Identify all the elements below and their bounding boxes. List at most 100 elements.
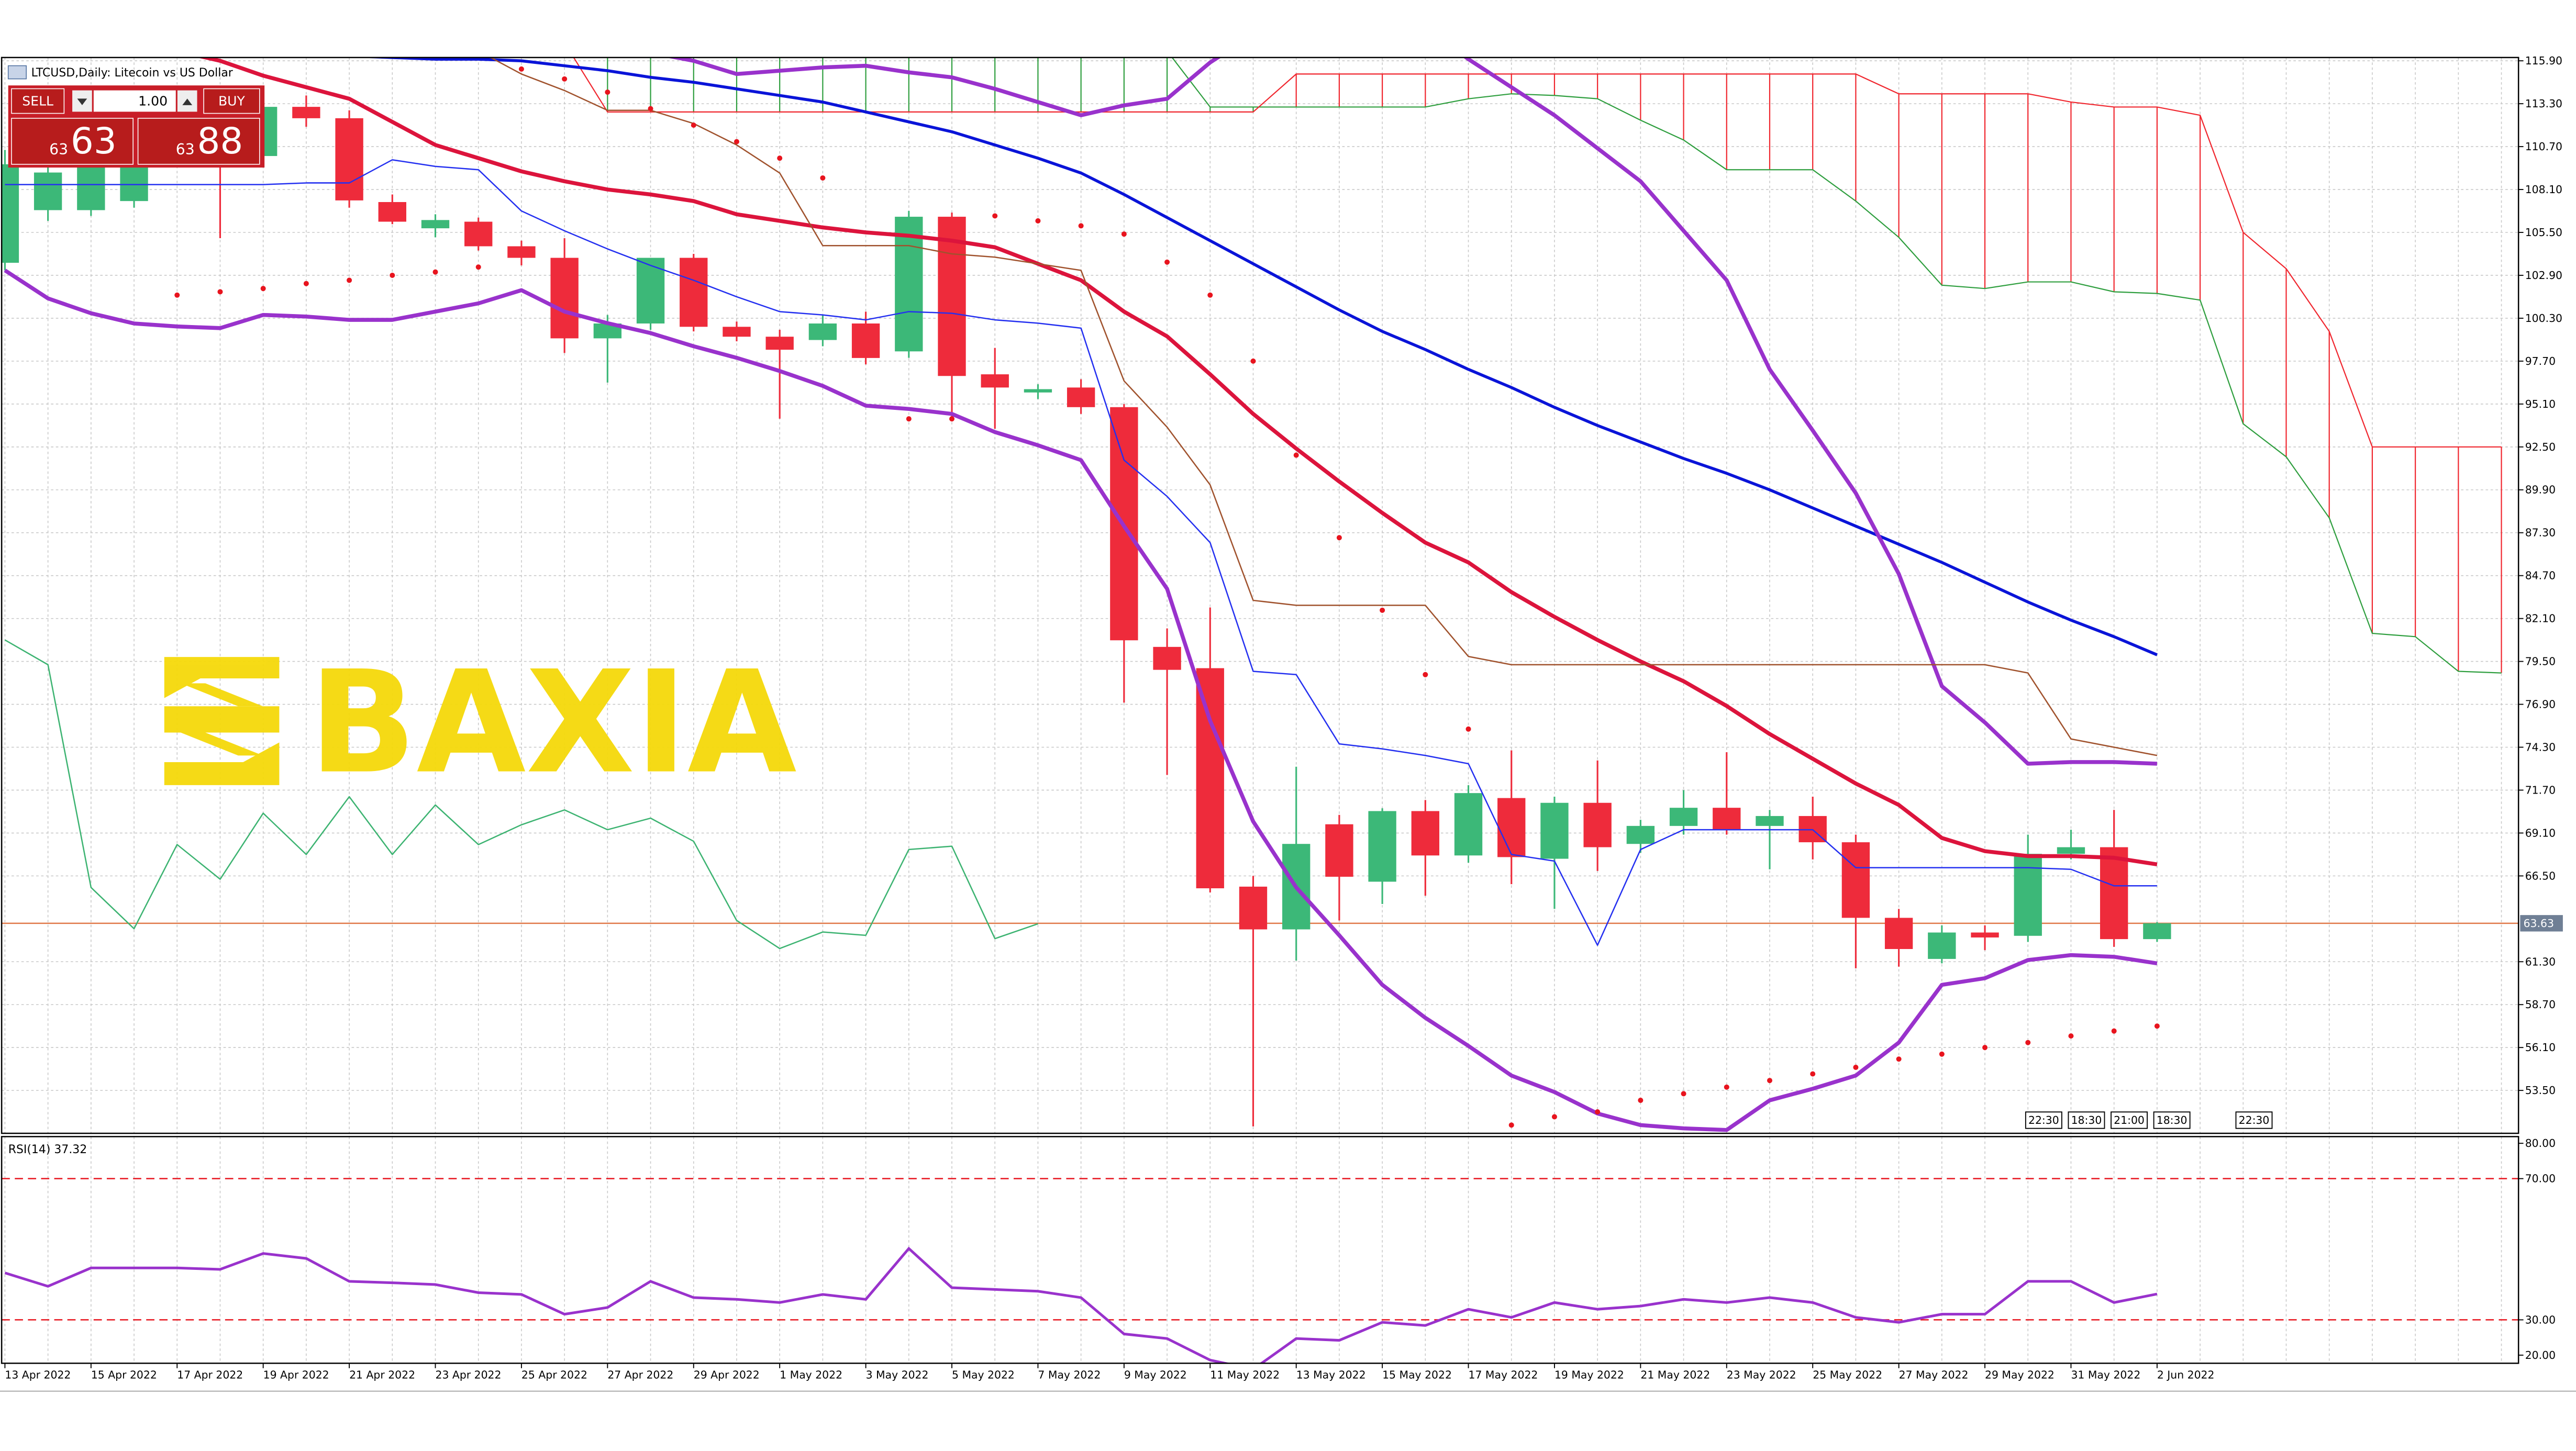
x-tick-label: 15 Apr 2022 [91,1368,157,1381]
candle-body [981,374,1009,388]
bid-box[interactable] [11,118,134,165]
sar-dot [1767,1078,1773,1084]
sar-dot [1508,1122,1514,1128]
x-tick-label: 23 May 2022 [1727,1368,1796,1381]
period-box [2068,1111,2105,1129]
rsi-panel [2,1178,2519,1364]
candle-body [1368,811,1396,882]
x-tick-label: 17 May 2022 [1469,1368,1538,1381]
sell-button[interactable] [11,88,65,114]
sar-dot [1853,1064,1859,1070]
candle-body [1497,798,1526,857]
x-tick-label: 13 Apr 2022 [5,1368,71,1381]
lot-up-arrow [182,98,193,105]
candle-body [680,258,708,327]
sar-dot [992,213,998,219]
sar-dot [820,175,826,181]
candle-body [1454,793,1483,856]
candle-body [765,337,794,350]
sar-dot [2025,1040,2031,1045]
x-tick-label: 25 Apr 2022 [521,1368,587,1381]
price-panel [2,57,2519,1132]
y-tick-label: 113.30 [2525,97,2562,110]
candle-body [2014,854,2042,936]
sar-dot [1121,231,1127,237]
ask-big: 88 [197,120,243,162]
bid-big: 63 [71,120,117,162]
buy-label[interactable]: BUY [218,94,246,109]
candle-body [1756,816,1784,826]
y-tick-label: 56.10 [2525,1041,2556,1054]
y-tick-label: 100.30 [2525,312,2562,325]
candle-body [2057,847,2085,854]
logo-text: BAXIA [309,641,798,805]
y-tick-label: 97.70 [2525,355,2556,367]
candle-body [292,107,320,118]
logo-icon [164,657,280,698]
x-tick-label: 23 Apr 2022 [436,1368,502,1381]
candle-body [2100,847,2128,940]
candle-body [2,164,19,263]
lot-field[interactable] [93,90,176,112]
x-tick-label: 29 Apr 2022 [694,1368,760,1381]
indicator-line [197,57,2158,867]
buy-button[interactable] [203,88,260,114]
y-tick-label: 92.50 [2525,441,2556,453]
y-tick-label: 105.50 [2525,226,2562,239]
sar-dot [648,106,653,111]
sar-dot [1078,223,1084,229]
candle-body [1411,811,1439,856]
y-tick-label: 110.70 [2525,140,2562,153]
period-box [2025,1111,2062,1129]
candle-body [335,118,363,200]
current-price-label: 63.63 [2524,917,2554,930]
candle-body [378,202,406,222]
logo-icon [164,706,280,733]
rsi-y-tick-label: 30.00 [2525,1313,2556,1326]
period-label: 21:00 [2114,1114,2145,1126]
sar-dot [906,416,912,422]
x-tick-label: 9 May 2022 [1124,1368,1187,1381]
sar-dot [432,269,438,275]
x-tick-label: 13 May 2022 [1296,1368,1366,1381]
x-tick-label: 19 May 2022 [1555,1368,1624,1381]
logo-icon [181,683,263,707]
indicator-line [665,57,2158,766]
period-label: 18:30 [2071,1114,2102,1126]
logo-icon [181,732,263,756]
sar-dot [518,66,524,72]
sar-dot [1595,1109,1601,1115]
candle-body [34,172,62,210]
candle-body [464,221,493,247]
lot-value[interactable]: 1.00 [138,94,168,109]
sell-label[interactable]: SELL [22,94,53,109]
sar-dot [1164,259,1170,265]
y-tick-label: 115.90 [2525,54,2562,67]
sar-dot [562,76,568,82]
candle-body [1884,918,1913,950]
sar-dot [390,272,395,278]
sar-dot [1638,1098,1644,1103]
rsi-frame [1,1136,2519,1364]
sar-dot [1681,1091,1686,1097]
rsi-label: RSI(14) 37.32 [8,1143,87,1156]
current-price-box [2520,915,2563,932]
ask-box[interactable] [137,118,260,165]
period-box [2235,1111,2273,1129]
sar-dot [217,289,223,295]
candle-body [808,323,837,340]
candle-body [636,258,665,324]
x-tick-label: 21 May 2022 [1640,1368,1710,1381]
sar-dot [1939,1051,1945,1057]
indicator-line [489,57,2158,756]
sar-dot [777,155,783,161]
bid-small: 63 [49,141,68,158]
sar-dot [949,416,955,422]
rsi-y-tick-label: 20.00 [2525,1349,2556,1361]
candle-body [550,258,579,339]
sar-dot [2154,1023,2160,1029]
x-tick-label: 29 May 2022 [1985,1368,2055,1381]
sar-dot [1982,1045,1988,1051]
